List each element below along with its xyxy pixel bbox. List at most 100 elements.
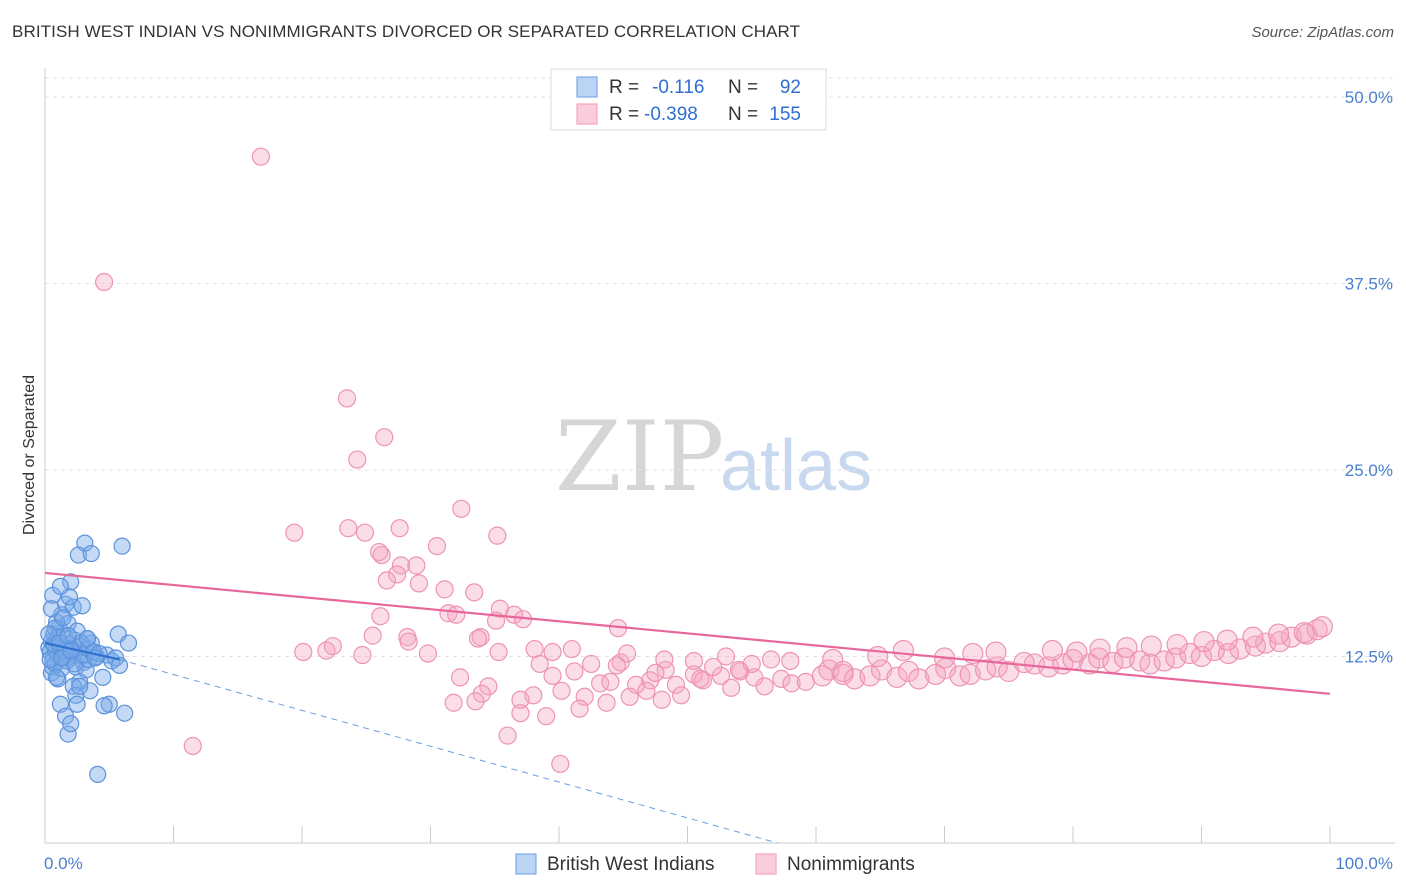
point-nonimm-19 (409, 574, 429, 593)
point-nonimm-144 (761, 650, 781, 669)
point-nonimm-117 (543, 642, 562, 662)
point-nonimm-115 (537, 707, 556, 726)
source-credit: Source: ZipAtlas.com (1251, 24, 1394, 41)
point-nonimm-45 (582, 654, 601, 674)
point-nonimm-2 (337, 389, 357, 408)
point-nonimm-3 (375, 428, 394, 447)
point-nonimm-60 (782, 674, 801, 693)
point-nonimm-112 (444, 693, 463, 712)
point-nonimm-18 (377, 571, 396, 590)
point-nonimm-153 (418, 644, 438, 663)
point-nonimm-126 (892, 639, 914, 662)
legend-n-value-1: 92 (780, 77, 801, 98)
point-nonimm-11 (427, 536, 447, 556)
point-nonimm-139 (1267, 623, 1290, 645)
point-nonimm-31 (468, 629, 488, 648)
point-nonimm-15 (391, 556, 411, 575)
point-nonimm-37 (353, 645, 372, 665)
point-bwi-86 (47, 668, 66, 686)
point-nonimm-148 (601, 672, 620, 691)
point-nonimm-61 (796, 672, 815, 691)
point-bwi-89 (78, 629, 97, 648)
point-nonimm-17 (387, 565, 407, 584)
point-nonimm-4 (348, 450, 367, 469)
y-axis-label: Divorced or Separated (21, 375, 38, 535)
point-nonimm-66 (859, 665, 881, 687)
point-nonimm-58 (755, 677, 774, 696)
point-nonimm-99 (1280, 626, 1303, 648)
point-nonimm-20 (465, 583, 484, 602)
point-nonimm-65 (843, 668, 866, 690)
legend-n-label-2: N = (728, 104, 758, 125)
point-nonimm-140 (1293, 622, 1315, 644)
legend-r-value-1: -0.116 (652, 77, 704, 98)
point-nonimm-39 (479, 677, 498, 696)
point-nonimm-109 (570, 699, 589, 718)
point-nonimm-8 (339, 519, 358, 538)
point-nonimm-147 (511, 704, 530, 723)
point-nonimm-124 (832, 660, 854, 683)
point-bwi-44 (116, 704, 134, 722)
point-bwi-56 (67, 686, 85, 704)
y-tick-label-2: 37.5% (1345, 275, 1393, 294)
x-tick-label-min: 0.0% (44, 854, 83, 873)
point-nonimm-23 (371, 607, 390, 626)
point-nonimm-5 (452, 499, 471, 518)
point-nonimm-68 (886, 666, 908, 688)
point-nonimm-51 (666, 675, 686, 694)
point-nonimm-105 (620, 687, 639, 706)
point-bwi-70 (51, 577, 70, 595)
point-nonimm-134 (1140, 635, 1162, 657)
point-nonimm-108 (671, 686, 691, 705)
trend-british-west-indians-extension (119, 659, 778, 844)
point-nonimm-128 (962, 642, 984, 665)
point-nonimm-0 (251, 147, 270, 166)
point-nonimm-21 (439, 604, 458, 623)
bottom-legend-label-blue: British West Indians (547, 854, 715, 875)
point-nonimm-138 (1242, 626, 1264, 648)
point-nonimm-111 (472, 684, 491, 703)
legend-swatch-pink (576, 103, 598, 125)
point-nonimm-57 (745, 668, 764, 687)
point-nonimm-16 (407, 556, 426, 575)
point-nonimm-1 (95, 272, 114, 292)
axes (44, 68, 1395, 844)
point-nonimm-107 (652, 690, 671, 709)
legend-n-value-2: 155 (769, 104, 801, 125)
point-nonimm-135 (1166, 633, 1188, 656)
bottom-legend-swatch-blue (515, 853, 537, 875)
point-nonimm-106 (637, 681, 656, 700)
point-nonimm-42 (530, 654, 549, 674)
point-nonimm-88 (1139, 653, 1161, 675)
point-bwi-87 (71, 677, 89, 695)
point-nonimm-34 (562, 639, 581, 659)
point-nonimm-43 (543, 666, 562, 685)
bottom-legend-swatch-pink (755, 853, 777, 875)
point-nonimm-13 (435, 580, 454, 599)
point-bwi-71 (54, 609, 72, 627)
point-nonimm-154 (607, 656, 626, 675)
point-bwi-45 (119, 634, 138, 652)
series-nonimmigrants (95, 147, 1333, 774)
y-tick-label-3: 50.0% (1345, 88, 1393, 107)
point-nonimm-59 (772, 669, 791, 688)
chart-title: BRITISH WEST INDIAN VS NONIMMIGRANTS DIV… (12, 22, 801, 41)
point-nonimm-145 (183, 736, 202, 756)
legend-swatch-blue (576, 76, 598, 98)
point-nonimm-70 (908, 668, 930, 690)
point-bwi-17 (62, 573, 80, 591)
point-nonimm-44 (565, 662, 584, 681)
legend-r-label-2: R = (609, 104, 639, 125)
point-nonimm-132 (1089, 638, 1111, 660)
point-nonimm-130 (1041, 639, 1064, 662)
point-nonimm-36 (294, 642, 313, 662)
point-nonimm-116 (498, 726, 517, 745)
tick-labels: 12.5% 25.0% 37.5% 50.0% 0.0% 100.0% (44, 88, 1393, 873)
point-nonimm-71 (924, 663, 947, 686)
point-nonimm-102 (552, 681, 571, 700)
point-nonimm-150 (691, 669, 710, 688)
trend-lines (44, 571, 1331, 844)
point-nonimm-133 (1116, 636, 1138, 659)
point-nonimm-62 (811, 665, 834, 687)
legend-r-label-1: R = (609, 77, 639, 98)
